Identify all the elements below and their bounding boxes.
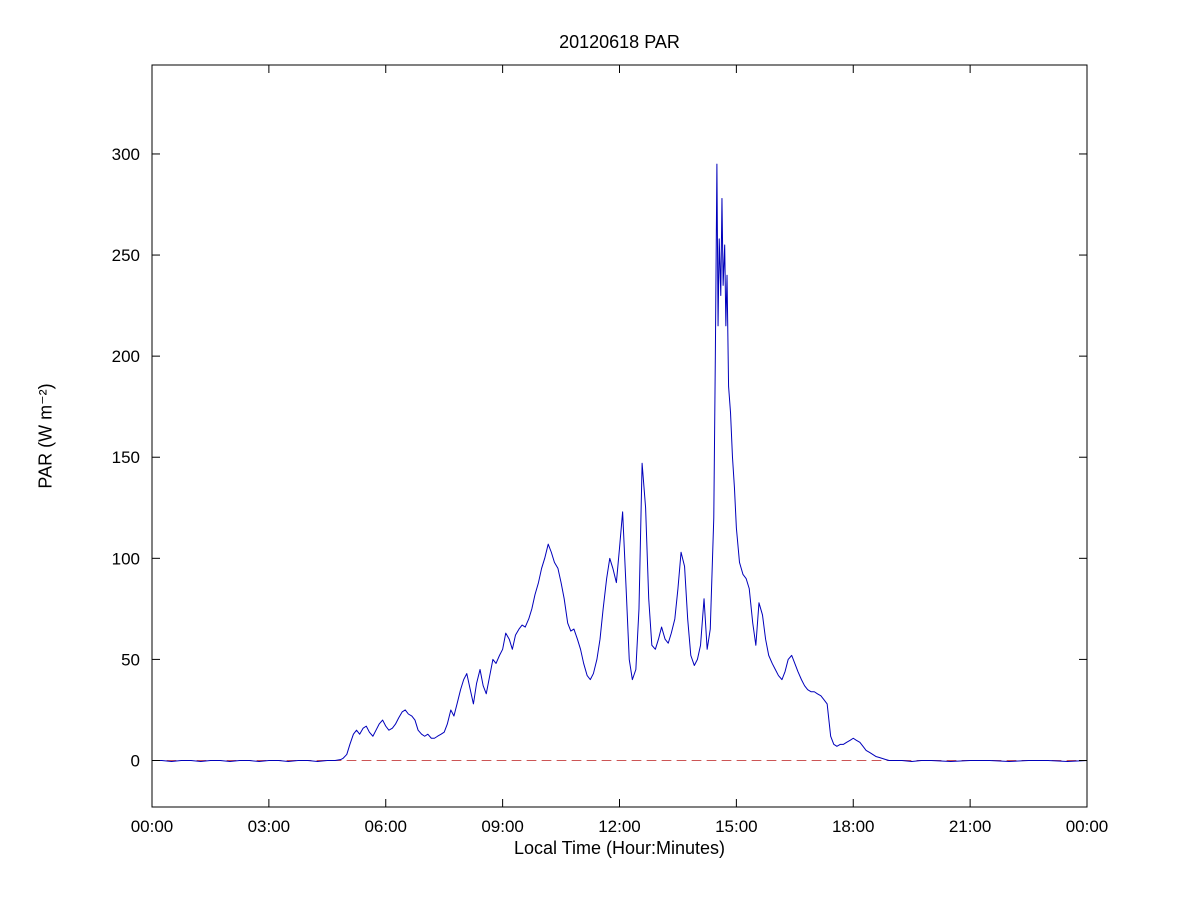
axes-box xyxy=(151,64,1088,808)
x-tick-label: 21:00 xyxy=(949,817,992,836)
y-tick-label: 100 xyxy=(112,549,140,568)
y-tick-label: 50 xyxy=(121,650,140,669)
x-tick-label: 03:00 xyxy=(248,817,291,836)
x-tick-label: 09:00 xyxy=(481,817,524,836)
y-tick-label: 250 xyxy=(112,246,140,265)
chart-title: 20120618 PAR xyxy=(559,32,680,52)
x-tick-label: 18:00 xyxy=(832,817,875,836)
y-tick-label: 200 xyxy=(112,347,140,366)
x-tick-label: 00:00 xyxy=(131,817,174,836)
y-tick-label: 300 xyxy=(112,145,140,164)
x-tick-label: 12:00 xyxy=(598,817,641,836)
x-tick-label: 15:00 xyxy=(715,817,758,836)
y-axis-label-text: PAR (W m⁻²) xyxy=(35,383,56,489)
x-tick-label: 06:00 xyxy=(364,817,407,836)
series-PAR xyxy=(151,163,1088,763)
y-tick-label: 0 xyxy=(131,751,140,770)
x-axis-label: Local Time (Hour:Minutes) xyxy=(513,838,726,858)
x-tick-label: 00:00 xyxy=(1066,817,1109,836)
y-tick-label: 150 xyxy=(112,448,140,467)
